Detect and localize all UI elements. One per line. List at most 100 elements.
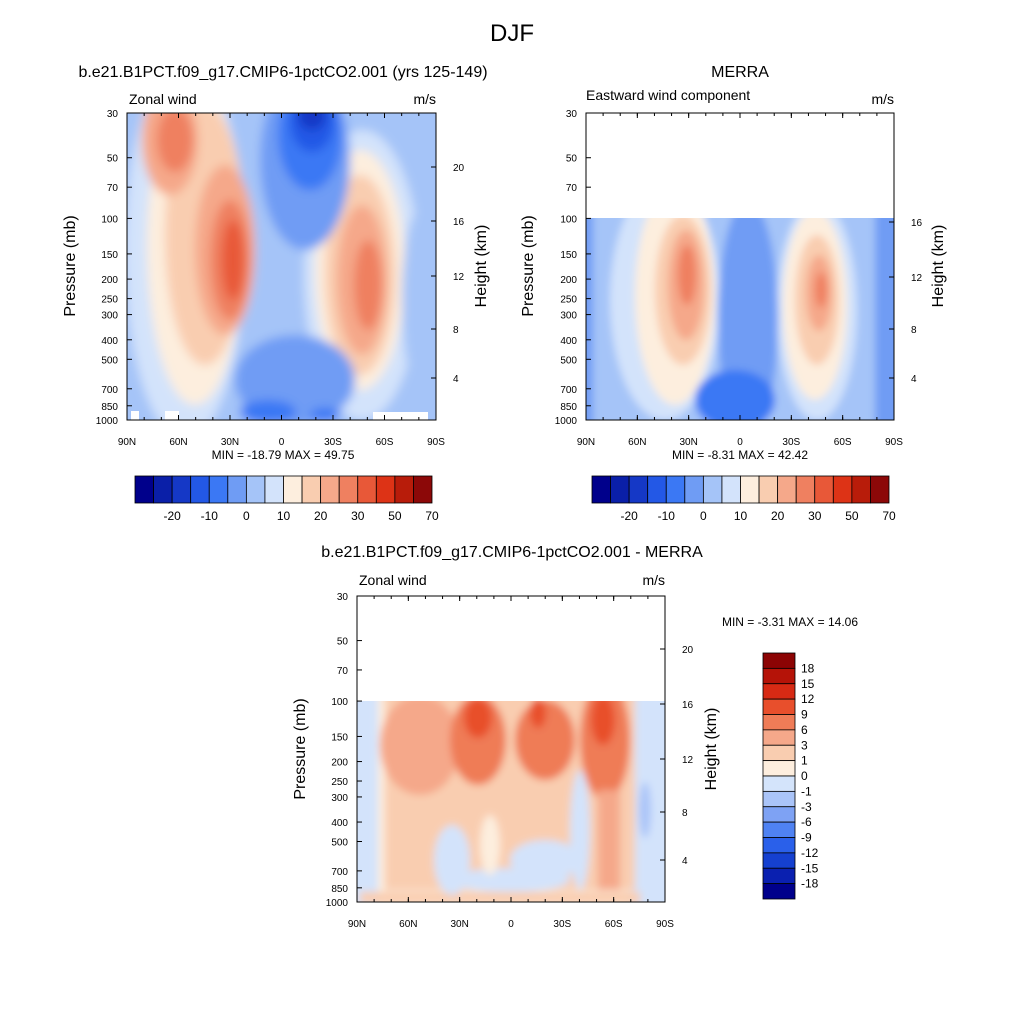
x-tick-label: 60S xyxy=(605,919,623,930)
units-label: m/s xyxy=(642,572,665,588)
colorbar-label: -6 xyxy=(801,815,812,829)
colorbar-box xyxy=(190,475,210,504)
colorbar-box xyxy=(832,475,853,504)
colorbar-label: -9 xyxy=(801,831,812,845)
x-tick-label: 90N xyxy=(577,437,595,448)
right-tick-label: 4 xyxy=(911,374,917,385)
colorbar-box xyxy=(851,475,871,504)
colorbar-box xyxy=(762,867,796,885)
colorbar-label: -20 xyxy=(620,509,638,523)
contour-field xyxy=(357,701,665,902)
y-tick-label: 500 xyxy=(331,838,348,849)
colorbar-box xyxy=(762,806,796,823)
y-tick-label: 300 xyxy=(331,793,348,804)
colorbar-box xyxy=(762,698,796,715)
colorbar-label: 70 xyxy=(425,509,439,523)
panel-title: MERRA xyxy=(711,64,769,81)
right-tick-label: 4 xyxy=(453,374,459,385)
right-tick-label: 16 xyxy=(453,217,465,228)
y-tick-label: 400 xyxy=(331,818,348,829)
figure-title: DJF xyxy=(490,20,534,47)
y-tick-label: 1000 xyxy=(326,898,349,909)
y-axis-label-right: Height (km) xyxy=(930,225,947,308)
y-tick-label: 400 xyxy=(101,336,118,347)
y-tick-label: 200 xyxy=(101,275,118,286)
colorbar-box xyxy=(762,775,796,792)
colorbar-label: -12 xyxy=(801,846,819,860)
x-tick-label: 90S xyxy=(656,919,674,930)
min-max-text: MIN = -8.31 MAX = 42.42 xyxy=(672,448,808,462)
y-tick-label: 150 xyxy=(101,250,118,261)
y-tick-label: 1000 xyxy=(555,416,578,427)
colorbar-box xyxy=(762,821,796,838)
colorbar-label: 15 xyxy=(801,677,815,691)
min-max-text: MIN = -3.31 MAX = 14.06 xyxy=(722,615,858,629)
units-label: m/s xyxy=(871,91,894,107)
colorbar-label: -10 xyxy=(201,509,219,523)
colorbar-box xyxy=(762,652,796,669)
x-tick-label: 0 xyxy=(508,919,514,930)
colorbar-box xyxy=(721,475,741,504)
colorbar-box xyxy=(762,883,796,900)
colorbar-box xyxy=(762,667,796,685)
colorbar: -20 -10 0 10 20 30 50 70 xyxy=(134,475,439,523)
panel-title: b.e21.B1PCT.f09_g17.CMIP6-1pctCO2.001 (y… xyxy=(78,64,487,81)
y-tick-label: 100 xyxy=(331,697,348,708)
colorbar-box xyxy=(814,475,834,504)
y-tick-label: 50 xyxy=(566,154,578,165)
colorbar-label: -18 xyxy=(801,877,819,891)
colorbar-box xyxy=(762,760,796,777)
colorbar-box xyxy=(245,475,266,504)
y-tick-label: 150 xyxy=(560,250,577,261)
left-string: Zonal wind xyxy=(359,572,427,588)
panel-title: b.e21.B1PCT.f09_g17.CMIP6-1pctCO2.001 - … xyxy=(321,544,703,561)
colorbar-box xyxy=(647,475,667,504)
y-tick-label: 850 xyxy=(101,402,118,413)
colorbar: -20 -10 0 10 20 30 50 70 xyxy=(591,475,896,523)
y-tick-label: 850 xyxy=(331,884,348,895)
y-tick-label: 200 xyxy=(560,275,577,286)
y-axis-label: Pressure (mb) xyxy=(520,215,537,316)
colorbar-label: 0 xyxy=(801,769,808,783)
colorbar-box xyxy=(795,475,816,504)
y-tick-label: 300 xyxy=(560,311,577,322)
y-tick-label: 100 xyxy=(560,214,577,225)
x-tick-label: 0 xyxy=(737,437,743,448)
colorbar-label: 1 xyxy=(801,754,808,768)
colorbar-label: 10 xyxy=(277,509,291,523)
y-axis-label-right: Height (km) xyxy=(703,708,720,791)
colorbar-label: -10 xyxy=(658,509,676,523)
colorbar-label: 0 xyxy=(243,509,250,523)
x-tick-label: 30S xyxy=(782,437,800,448)
x-tick-label: 0 xyxy=(279,437,285,448)
colorbar-box xyxy=(762,852,796,869)
y-tick-label: 250 xyxy=(101,295,118,306)
right-tick-label: 20 xyxy=(453,163,465,174)
colorbar-box xyxy=(628,475,649,504)
colorbar-label: 6 xyxy=(801,723,808,737)
min-max-text: MIN = -18.79 MAX = 49.75 xyxy=(212,448,355,462)
x-tick-label: 60S xyxy=(376,437,394,448)
colorbar-label: 20 xyxy=(771,509,785,523)
x-tick-label: 90N xyxy=(118,437,136,448)
y-tick-label: 70 xyxy=(566,183,578,194)
x-tick-label: 60N xyxy=(169,437,187,448)
y-tick-label: 700 xyxy=(331,867,348,878)
colorbar-box xyxy=(227,475,247,504)
colorbar-box xyxy=(320,475,340,504)
y-axis-label: Pressure (mb) xyxy=(62,215,79,316)
x-tick-label: 90N xyxy=(348,919,366,930)
axes: 90N 60N 30N 0 30S 60S 90S 30 50 70 100 150 200 250 300… xyxy=(326,592,694,930)
units-label: m/s xyxy=(413,91,436,107)
y-tick-label: 400 xyxy=(560,336,577,347)
contour-field xyxy=(586,218,894,420)
colorbar-label: 20 xyxy=(314,509,328,523)
colorbar-label: 3 xyxy=(801,738,808,752)
colorbar-box xyxy=(762,729,796,746)
x-tick-label: 90S xyxy=(427,437,445,448)
y-tick-label: 250 xyxy=(560,295,577,306)
x-tick-label: 30N xyxy=(221,437,239,448)
y-tick-label: 500 xyxy=(560,355,577,366)
colorbar-box xyxy=(777,475,797,504)
